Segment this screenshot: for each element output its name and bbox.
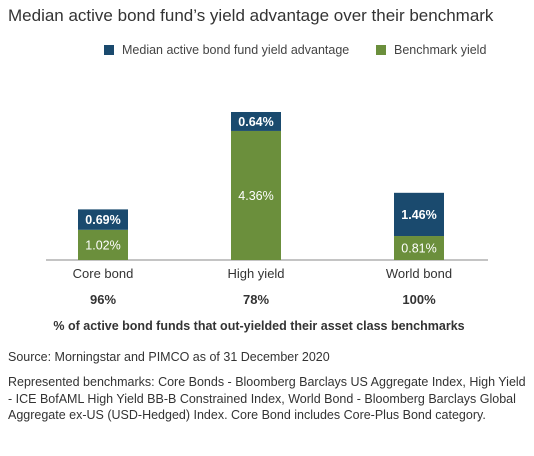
legend-swatch-benchmark xyxy=(376,45,386,55)
data-label-core-bond-advantage: 0.69% xyxy=(85,213,120,227)
data-label-core-bond-benchmark: 1.02% xyxy=(85,238,120,252)
out-yield-pct-world-bond: 100% xyxy=(402,292,436,307)
bar-high-yield-advantage xyxy=(231,112,281,131)
data-label-high-yield-benchmark: 4.36% xyxy=(238,189,273,203)
bar-world-bond-benchmark xyxy=(394,236,444,260)
category-label-high-yield: High yield xyxy=(227,266,284,281)
category-label-core-bond: Core bond xyxy=(73,266,134,281)
bar-core-bond-benchmark xyxy=(78,229,128,260)
bar-core-bond-advantage xyxy=(78,209,128,230)
category-label-world-bond: World bond xyxy=(386,266,452,281)
legend-item-advantage: Median active bond fund yield advantage xyxy=(104,43,349,57)
out-yield-pct-high-yield: 78% xyxy=(243,292,269,307)
bar-high-yield-benchmark xyxy=(231,130,281,260)
legend-label-advantage: Median active bond fund yield advantage xyxy=(122,43,350,57)
data-label-world-bond-benchmark: 0.81% xyxy=(401,242,436,256)
data-label-high-yield-advantage: 0.64% xyxy=(238,115,273,129)
bar-chart: 1.02% 0.69% Core bond 96% 4.36% 0.64% High yie… xyxy=(46,112,488,333)
chart-title: Median active bond fund’s yield advantag… xyxy=(8,6,494,25)
source-note: Source: Morningstar and PIMCO as of 31 D… xyxy=(8,350,330,364)
bar-world-bond-advantage xyxy=(394,192,444,237)
legend-item-benchmark: Benchmark yield xyxy=(376,43,486,57)
benchmarks-note: Represented benchmarks: Core Bonds - Blo… xyxy=(8,375,526,422)
legend-label-benchmark: Benchmark yield xyxy=(394,43,487,57)
out-yield-caption: % of active bond funds that out-yielded … xyxy=(53,319,464,333)
data-label-world-bond-advantage: 1.46% xyxy=(401,208,436,222)
out-yield-pct-core-bond: 96% xyxy=(90,292,116,307)
legend-swatch-advantage xyxy=(104,45,114,55)
legend: Median active bond fund yield advantage … xyxy=(0,43,534,61)
